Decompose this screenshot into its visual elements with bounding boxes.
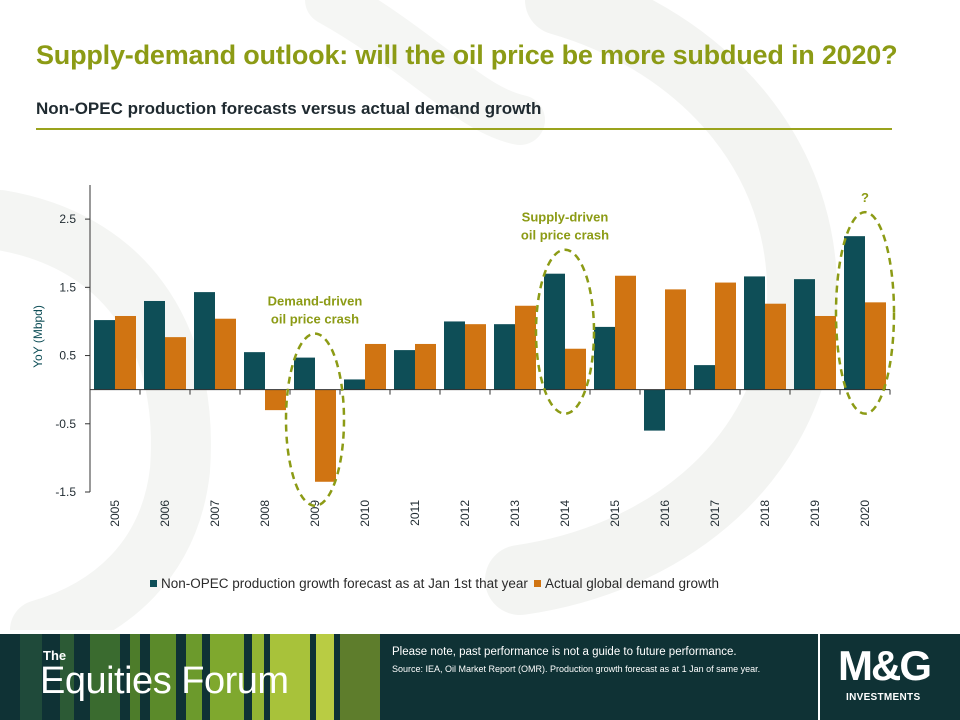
annotation-label-2020: ? — [861, 190, 869, 205]
y-tick-label: 0.5 — [59, 349, 76, 363]
bar-demand-2017 — [715, 282, 736, 390]
x-tick-label: 2011 — [408, 500, 422, 526]
chart-subtitle: Non-OPEC production forecasts versus act… — [36, 99, 542, 118]
bar-demand-2013 — [515, 305, 536, 390]
bar-forecast-2011 — [394, 350, 415, 390]
bar-forecast-2005 — [94, 320, 115, 390]
chart-legend: Non-OPEC production growth forecast as a… — [150, 574, 725, 592]
page-title: Supply-demand outlook: will the oil pric… — [36, 40, 898, 70]
annotation-label-2014: Supply-driven — [522, 210, 609, 225]
x-tick-label: 2020 — [858, 500, 872, 527]
legend-label-forecast: Non-OPEC production growth forecast as a… — [161, 575, 528, 591]
highlight-ellipse-2014 — [534, 248, 596, 415]
annotation-label-2014: oil price crash — [521, 228, 609, 243]
oil-bar-chart: 2.5 1.5 0.5 -0.5 -1.5 YoY (Mbpd) 2005 2006 2007 2… — [31, 185, 896, 527]
y-tick-label: 2.5 — [59, 212, 76, 226]
bar-forecast-2019 — [794, 279, 815, 390]
y-tick-label: -0.5 — [55, 417, 76, 431]
bar-demand-2019 — [815, 315, 836, 390]
source-note: Source: IEA, Oil Market Report (OMR). Pr… — [392, 664, 761, 674]
bar-demand-2016 — [665, 289, 686, 390]
x-tick-label: 2006 — [158, 500, 172, 527]
bar-forecast-2020 — [844, 236, 865, 390]
y-tick-label: 1.5 — [59, 280, 76, 294]
bar-forecast-2007 — [194, 292, 215, 390]
bar-demand-2018 — [765, 303, 786, 390]
brand-the: The — [43, 648, 67, 663]
annotation-label-2009: Demand-driven — [268, 294, 363, 309]
bar-forecast-2006 — [144, 300, 165, 390]
bar-forecast-2018 — [744, 276, 765, 390]
bar-forecast-2008 — [244, 352, 265, 390]
footer-divider — [818, 634, 820, 720]
highlight-ellipse-2009 — [284, 332, 346, 508]
bar-forecast-2012 — [444, 321, 465, 390]
bar-demand-2006 — [165, 337, 186, 390]
bar-demand-2011 — [415, 343, 436, 390]
title-rule — [36, 128, 892, 130]
highlight-ellipse-2020 — [834, 210, 896, 415]
legend-swatch-forecast — [150, 579, 157, 587]
x-tick-label: 2015 — [608, 500, 622, 527]
bar-demand-2010 — [365, 343, 386, 390]
x-tick-label: 2018 — [758, 500, 772, 527]
y-axis-title: YoY (Mbpd) — [31, 305, 45, 368]
bar-demand-2008 — [265, 389, 286, 411]
legend-swatch-demand — [533, 579, 541, 587]
mg-logo-subtext: INVESTMENTS — [846, 692, 921, 703]
legend-item-demand: Actual global demand growth — [533, 575, 720, 591]
bar-forecast-2017 — [694, 365, 715, 390]
bar-demand-2015 — [615, 275, 636, 390]
x-tick-label: 2017 — [708, 500, 722, 527]
footer-stripes — [20, 634, 380, 720]
y-tick-label: -1.5 — [55, 485, 76, 499]
bar-demand-2007 — [215, 318, 236, 390]
bar-forecast-2009 — [294, 357, 315, 390]
x-tick-label: 2019 — [808, 500, 822, 527]
legend-label-demand: Actual global demand growth — [544, 575, 720, 591]
bar-forecast-2014 — [544, 273, 565, 390]
annotation-label-2009: oil price crash — [271, 312, 359, 327]
x-tick-label: 2007 — [208, 500, 222, 527]
bar-forecast-2015 — [594, 326, 615, 390]
x-tick-label: 2008 — [258, 500, 272, 527]
brand-equities-forum: Equities Forum — [40, 660, 289, 702]
mg-logo-text: M&G — [838, 642, 932, 689]
bar-forecast-2016 — [644, 389, 665, 431]
bar-demand-2014 — [565, 348, 586, 390]
disclaimer-text: Please note, past performance is not a g… — [392, 646, 737, 658]
legend-item-forecast: Non-OPEC production growth forecast as a… — [150, 576, 528, 591]
x-tick-label: 2013 — [508, 500, 522, 527]
x-tick-label: 2005 — [108, 500, 122, 527]
bar-demand-2005 — [115, 315, 136, 390]
bar-demand-2009 — [315, 389, 336, 482]
x-tick-label: 2014 — [558, 500, 572, 527]
bar-demand-2012 — [465, 324, 486, 390]
bar-forecast-2013 — [494, 324, 515, 390]
bar-forecast-2010 — [344, 379, 365, 390]
footer-band — [0, 634, 960, 720]
x-tick-label: 2010 — [358, 500, 372, 527]
x-tick-label: 2016 — [658, 500, 672, 527]
bar-demand-2020 — [865, 302, 886, 390]
x-tick-label: 2012 — [458, 500, 472, 527]
